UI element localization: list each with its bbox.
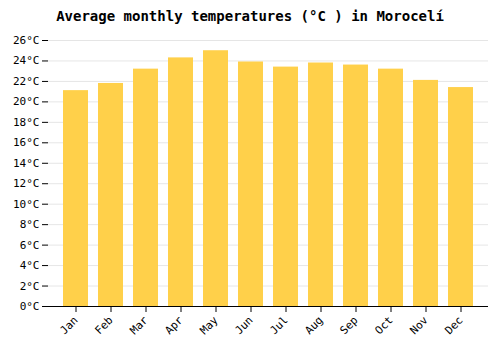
svg-text:Aug: Aug bbox=[302, 314, 325, 337]
svg-text:4°C: 4°C bbox=[20, 259, 40, 272]
svg-text:Dec: Dec bbox=[442, 314, 465, 337]
svg-text:2°C: 2°C bbox=[20, 280, 40, 293]
svg-text:Feb: Feb bbox=[92, 314, 115, 337]
svg-text:26°C: 26°C bbox=[13, 34, 40, 47]
svg-text:Jul: Jul bbox=[267, 314, 290, 337]
svg-text:Mar: Mar bbox=[127, 313, 151, 337]
svg-text:6°C: 6°C bbox=[20, 239, 40, 252]
svg-text:12°C: 12°C bbox=[13, 177, 40, 190]
svg-text:22°C: 22°C bbox=[13, 75, 40, 88]
svg-text:10°C: 10°C bbox=[13, 198, 40, 211]
svg-text:14°C: 14°C bbox=[13, 157, 40, 170]
svg-text:20°C: 20°C bbox=[13, 95, 40, 108]
html-text:Average monthly temperatures (: Average monthly temperatures (°C ) in Mo… bbox=[56, 8, 444, 24]
svg-text:Oct: Oct bbox=[372, 314, 395, 337]
svg-text:24°C: 24°C bbox=[13, 54, 40, 67]
svg-text:Nov: Nov bbox=[407, 313, 431, 337]
svg-text:Jan: Jan bbox=[57, 314, 80, 337]
svg-text:Sep: Sep bbox=[337, 314, 360, 337]
svg-text:Apr: Apr bbox=[162, 313, 186, 337]
svg-text:16°C: 16°C bbox=[13, 136, 40, 149]
svg-text:18°C: 18°C bbox=[13, 116, 40, 129]
svg-text:8°C: 8°C bbox=[20, 218, 40, 231]
svg-text:Jun: Jun bbox=[232, 314, 255, 337]
svg-text:May: May bbox=[197, 313, 221, 337]
svg-text:0°C: 0°C bbox=[20, 300, 40, 313]
